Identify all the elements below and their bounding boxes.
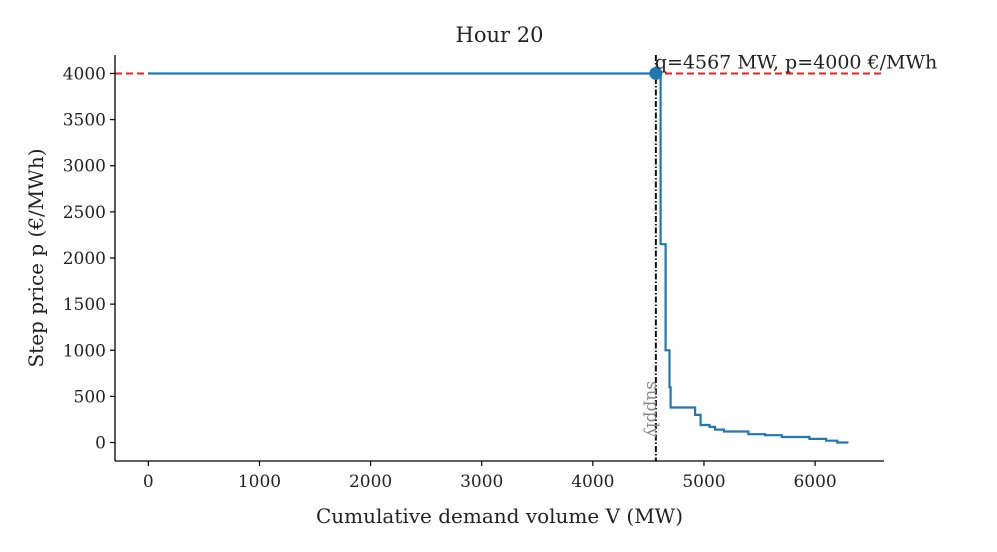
y-axis-ticks: 0 500 1000 1500 2000 2500 3000 3500 4000 bbox=[63, 64, 115, 454]
y-tick-label: 4000 bbox=[63, 64, 106, 84]
x-tick-label: 1000 bbox=[238, 472, 281, 492]
x-tick-label: 5000 bbox=[682, 472, 725, 492]
y-tick-label: 1500 bbox=[63, 295, 106, 315]
y-tick-label: 2000 bbox=[63, 249, 106, 269]
supply-line-label: supply bbox=[642, 381, 662, 438]
x-tick-label: 3000 bbox=[460, 472, 503, 492]
x-tick-label: 6000 bbox=[793, 472, 836, 492]
x-axis-ticks: 0 1000 2000 3000 4000 5000 6000 bbox=[143, 461, 837, 492]
x-axis-label: Cumulative demand volume V (MW) bbox=[316, 504, 683, 528]
demand-curve-line bbox=[148, 72, 849, 444]
chart-title: Hour 20 bbox=[456, 23, 544, 47]
y-tick-label: 500 bbox=[74, 387, 106, 407]
y-axis-label: Step price p (€/MWh) bbox=[24, 148, 48, 367]
y-tick-label: 3000 bbox=[63, 157, 106, 177]
y-tick-label: 2500 bbox=[63, 203, 106, 223]
x-tick-label: 4000 bbox=[571, 472, 614, 492]
y-tick-label: 3500 bbox=[63, 111, 106, 131]
x-tick-label: 2000 bbox=[349, 472, 392, 492]
y-tick-label: 0 bbox=[95, 434, 106, 454]
clearing-point-label: q=4567 MW, p=4000 €/MWh bbox=[655, 51, 937, 73]
x-tick-label: 0 bbox=[143, 472, 154, 492]
clearing-point-marker bbox=[649, 66, 663, 80]
y-tick-label: 1000 bbox=[63, 341, 106, 361]
